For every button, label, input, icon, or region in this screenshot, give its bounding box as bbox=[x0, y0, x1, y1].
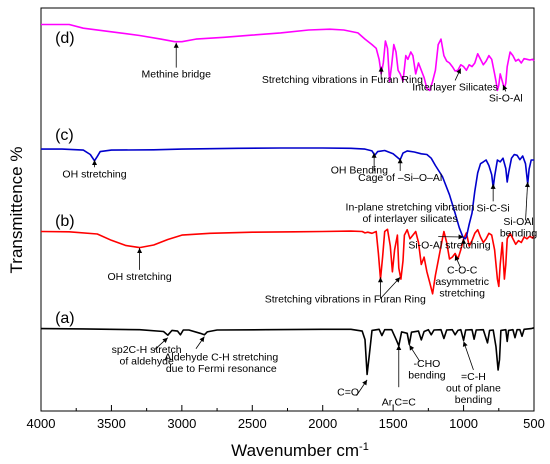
panel-labels: (d) (c) (b) (a) bbox=[55, 30, 75, 327]
annotation-text: Methine bridge bbox=[141, 69, 211, 81]
annotation-text: out of plane bbox=[446, 382, 501, 394]
annotation: C=O bbox=[337, 379, 368, 399]
annotation-text: Interlayer Silicates bbox=[412, 81, 498, 93]
annotation-arrowhead bbox=[173, 42, 179, 48]
annotation-arrowhead bbox=[409, 345, 415, 351]
x-axis-label-superscript: -1 bbox=[359, 441, 369, 453]
annotation-text: Si-O-Al stretching bbox=[408, 239, 490, 251]
annotation-text: OH stretching bbox=[62, 168, 126, 180]
annotation-text: of interlayer silicates bbox=[362, 213, 457, 225]
annotation: OH stretching bbox=[107, 247, 172, 283]
annotation-arrowhead bbox=[397, 158, 403, 164]
annotation: Stretching vibrations in Furan Ring bbox=[265, 277, 426, 306]
x-tick-label: 4000 bbox=[27, 416, 56, 431]
annotation-text: asymmetric bbox=[435, 276, 489, 288]
annotation: Si-C-Si bbox=[477, 183, 510, 214]
annotation-text: stretching bbox=[439, 288, 485, 300]
x-tick-label: 1000 bbox=[449, 416, 478, 431]
x-tick-label: 3500 bbox=[97, 416, 126, 431]
annotation-arrowhead bbox=[362, 379, 368, 386]
annotation-arrowhead bbox=[490, 183, 496, 189]
panel-label: (b) bbox=[55, 213, 75, 230]
annotation: Cage of –Si–O–Al bbox=[358, 158, 442, 184]
annotation-arrowhead bbox=[524, 182, 530, 188]
annotation-layer: Methine bridge Stretching vibrations in F… bbox=[62, 42, 538, 409]
annotation-text: of aldehyde bbox=[119, 356, 173, 368]
x-axis-label: Wavenumber cm-1 bbox=[231, 441, 369, 460]
annotation-text: -CHO bbox=[414, 358, 441, 370]
annotation-text: C-O-C bbox=[447, 265, 478, 277]
annotation-text: C=O bbox=[337, 387, 359, 399]
panel-label: (d) bbox=[55, 30, 75, 47]
annotation-text: Ar.C=C bbox=[382, 397, 417, 409]
annotation-arrow bbox=[463, 341, 474, 370]
annotation-text: bending bbox=[500, 227, 538, 239]
annotation-text: Si-C-Si bbox=[477, 202, 510, 214]
annotation-arrowhead bbox=[92, 160, 98, 166]
x-tick-label: 3000 bbox=[167, 416, 196, 431]
annotation-arrowhead bbox=[456, 68, 461, 75]
series-layer bbox=[40, 23, 535, 376]
annotation-arrowhead bbox=[378, 66, 384, 72]
annotation-arrowhead bbox=[377, 277, 383, 283]
annotation-arrowhead bbox=[162, 337, 168, 343]
annotation-text: due to Fermi resonance bbox=[166, 363, 277, 375]
annotation-arrowhead bbox=[461, 238, 467, 244]
annotation-text: Cage of –Si–O–Al bbox=[358, 172, 442, 184]
x-tick-label: 2500 bbox=[238, 416, 267, 431]
annotation-arrowhead bbox=[371, 152, 377, 158]
y-axis-label: Transmittence % bbox=[7, 147, 26, 274]
annotation-arrowhead bbox=[462, 341, 468, 347]
x-tick-label: 500 bbox=[523, 416, 545, 431]
annotation-arrow bbox=[525, 182, 529, 221]
series-line-c bbox=[41, 147, 534, 240]
annotation: OH stretching bbox=[62, 160, 127, 180]
x-tick-label: 2000 bbox=[308, 416, 337, 431]
annotation-text: bending bbox=[455, 394, 493, 406]
x-tick-label: 1500 bbox=[379, 416, 408, 431]
series-line-d bbox=[41, 23, 535, 92]
annotation-text: Si-OAl bbox=[503, 216, 533, 228]
series-line-a bbox=[40, 327, 535, 376]
annotation-text: Aldehyde C-H stretching bbox=[164, 351, 278, 363]
annotation-text: bending bbox=[408, 370, 446, 382]
annotation: OH Bending bbox=[331, 152, 388, 177]
annotation-arrowhead bbox=[502, 84, 508, 91]
annotation-text: Si-O-Al bbox=[489, 92, 523, 104]
annotation: Stretching vibrations in Furan Ring bbox=[262, 66, 423, 86]
annotation-arrowhead bbox=[394, 277, 401, 283]
annotation-text: In-plane stretching vibration bbox=[346, 202, 475, 214]
panel-label: (c) bbox=[55, 127, 74, 144]
annotation: Si-O-Al stretching bbox=[408, 238, 491, 251]
annotation: Ar.C=C bbox=[382, 345, 417, 409]
annotation-text: Stretching vibrations in Furan Ring bbox=[262, 74, 423, 86]
series-line-b bbox=[40, 228, 535, 295]
x-axis-ticks: 4000 3500 3000 2500 2000 1500 1000 500 bbox=[27, 405, 545, 431]
annotation: Si-O-Al bbox=[489, 84, 523, 104]
annotation-arrowhead bbox=[137, 247, 143, 253]
annotation-text: OH stretching bbox=[107, 271, 171, 283]
annotation-arrowhead bbox=[199, 336, 205, 343]
annotation-text: =C-H bbox=[461, 371, 486, 383]
annotation-arrowhead bbox=[458, 234, 464, 240]
annotation-text: Stretching vibrations in Furan Ring bbox=[265, 294, 426, 306]
annotation-arrowhead bbox=[454, 255, 460, 261]
annotation-arrowhead bbox=[396, 345, 402, 351]
annotation: Methine bridge bbox=[141, 42, 211, 81]
annotation-text: sp2C-H stretch bbox=[112, 344, 182, 356]
panel-label: (a) bbox=[55, 310, 75, 327]
annotation: Interlayer Silicates bbox=[412, 68, 498, 93]
